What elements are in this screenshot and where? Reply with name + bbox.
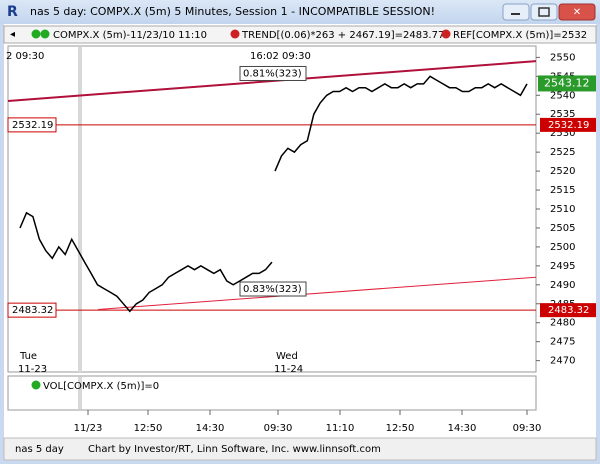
ref-label-box [7, 302, 57, 318]
day-label: Wed [276, 351, 298, 362]
app-icon: R [7, 4, 18, 20]
y-tick-label: 2540 [550, 90, 575, 101]
trend-label: 0.83%(323) [243, 284, 302, 295]
title-bar [0, 0, 600, 24]
day-separator [78, 377, 82, 409]
y-tick-label: 2505 [550, 223, 575, 234]
date-label: 11-23 [18, 364, 47, 375]
y-tick-label: 2495 [550, 261, 575, 272]
toolbar-trend: TREND[(0.06)*263 + 2467.19]=2483.77 [241, 30, 444, 41]
x-tick-label: 12:50 [134, 423, 163, 434]
last-price-box [538, 75, 596, 92]
status-dot [40, 29, 50, 39]
x-tick-label: 11:10 [326, 423, 355, 434]
y-tick-label: 2515 [550, 185, 575, 196]
svg-text:✕: ✕ [573, 7, 581, 18]
y-tick-label: 2530 [550, 128, 575, 139]
toolbar-arrow: ◂ [10, 29, 15, 40]
toolbar-symbol: COMPX.X (5m)-11/23/10 11:10 [53, 30, 207, 41]
y-tick-label: 2470 [550, 356, 575, 367]
ref-price-box [540, 303, 596, 318]
ref-price: 2483.32 [548, 305, 589, 316]
price-line [274, 75, 528, 172]
y-tick-label: 2480 [550, 318, 575, 329]
status-right: Chart by Investor/RT, Linn Software, Inc… [88, 444, 381, 455]
ref-price: 2532.19 [548, 120, 589, 131]
top-time-label: 2 09:30 [6, 51, 44, 62]
y-tick-label: 2500 [550, 242, 575, 253]
trend-line [7, 60, 537, 102]
toolbar-ref: REF[COMPX.X (5m)]=2532 [453, 30, 587, 41]
minimize-button[interactable] [502, 3, 530, 21]
close-button[interactable] [558, 3, 596, 21]
price-line [19, 211, 273, 313]
x-tick-label: 14:30 [196, 423, 225, 434]
volume-panel [7, 375, 537, 411]
day-separator [78, 47, 82, 372]
ref-label-box [7, 117, 57, 133]
top-time-label: 16:02 09:30 [250, 51, 311, 62]
x-tick-label: 09:30 [264, 423, 293, 434]
ref-price-box [540, 117, 596, 132]
ref-label: 2532.19 [12, 120, 53, 131]
maximize-button[interactable] [530, 3, 558, 21]
status-left: nas 5 day [15, 444, 64, 455]
y-tick-label: 2490 [550, 280, 575, 291]
day-label: Tue [19, 351, 37, 362]
status-dot [230, 29, 240, 39]
ref-label: 2483.32 [12, 305, 53, 316]
last-price: 2543.12 [544, 76, 590, 89]
y-tick-label: 2520 [550, 166, 575, 177]
window-title: nas 5 day: COMPX.X (5m) 5 Minutes, Sessi… [30, 5, 435, 18]
date-label: 11-24 [274, 364, 303, 375]
y-tick-label: 2510 [550, 204, 575, 215]
x-tick-label: 14:30 [448, 423, 477, 434]
y-tick-label: 2475 [550, 337, 575, 348]
x-tick-label: 09:30 [513, 423, 542, 434]
status-dot [441, 29, 451, 39]
trend-label: 0.81%(323) [243, 68, 302, 79]
trend-label-box [239, 281, 307, 297]
x-tick-label: 11/23 [74, 423, 103, 434]
status-bar [3, 437, 597, 461]
price-panel [7, 45, 537, 373]
trend-line [97, 276, 537, 310]
y-tick-label: 2525 [550, 147, 575, 158]
window-buttons[interactable]: ✕ [502, 3, 596, 21]
status-dot [31, 29, 41, 39]
vol-dot [31, 380, 41, 390]
y-tick-label: 2550 [550, 52, 575, 63]
x-tick-label: 12:50 [386, 423, 415, 434]
volume-label: VOL[COMPX.X (5m)]=0 [43, 381, 159, 392]
y-tick-label: 2535 [550, 109, 575, 120]
trend-label-box [239, 65, 307, 81]
